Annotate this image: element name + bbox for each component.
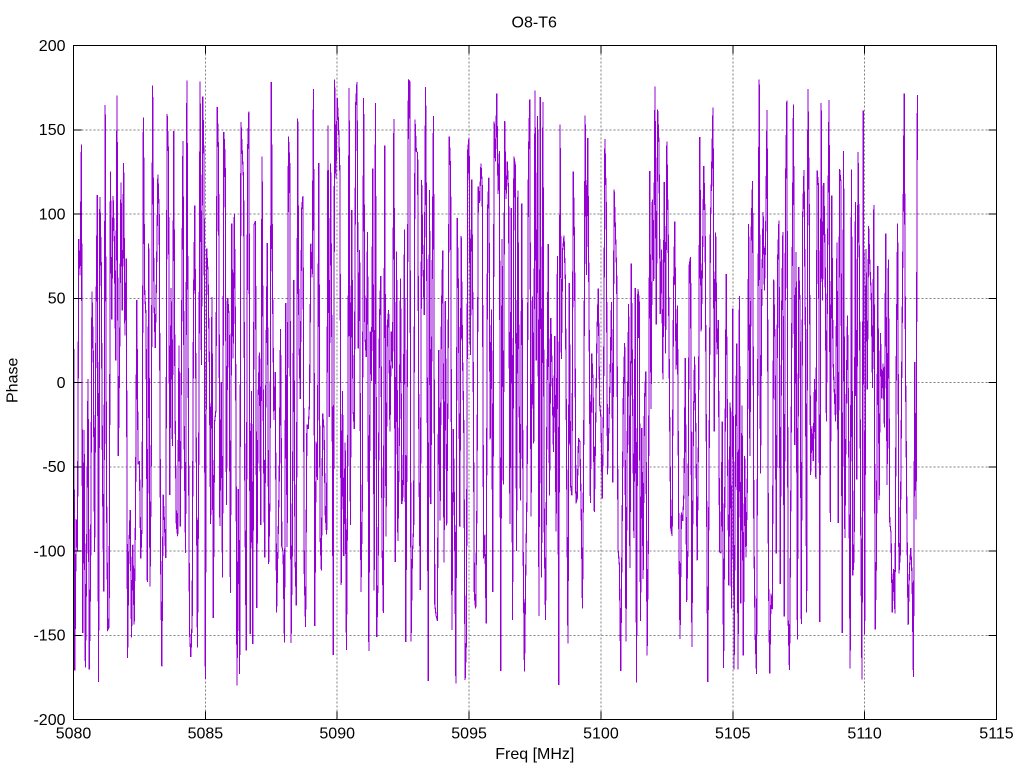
svg-text:O8-T6: O8-T6	[512, 14, 557, 31]
svg-text:200: 200	[39, 38, 66, 55]
svg-text:5090: 5090	[319, 726, 355, 743]
svg-text:5080: 5080	[56, 726, 92, 743]
svg-text:Phase: Phase	[5, 358, 22, 403]
svg-text:5100: 5100	[583, 726, 619, 743]
svg-text:50: 50	[48, 291, 66, 308]
svg-text:5095: 5095	[451, 726, 487, 743]
svg-text:Freq [MHz]: Freq [MHz]	[495, 746, 574, 763]
svg-text:-50: -50	[42, 459, 65, 476]
svg-text:-100: -100	[33, 543, 65, 560]
svg-text:0: 0	[57, 375, 66, 392]
svg-text:-200: -200	[33, 712, 65, 729]
svg-text:100: 100	[39, 206, 66, 223]
svg-text:5115: 5115	[979, 726, 1014, 743]
svg-text:150: 150	[39, 122, 66, 139]
svg-text:-150: -150	[33, 628, 65, 645]
svg-text:5110: 5110	[847, 726, 882, 743]
svg-text:5085: 5085	[188, 726, 224, 743]
svg-text:5105: 5105	[715, 726, 751, 743]
